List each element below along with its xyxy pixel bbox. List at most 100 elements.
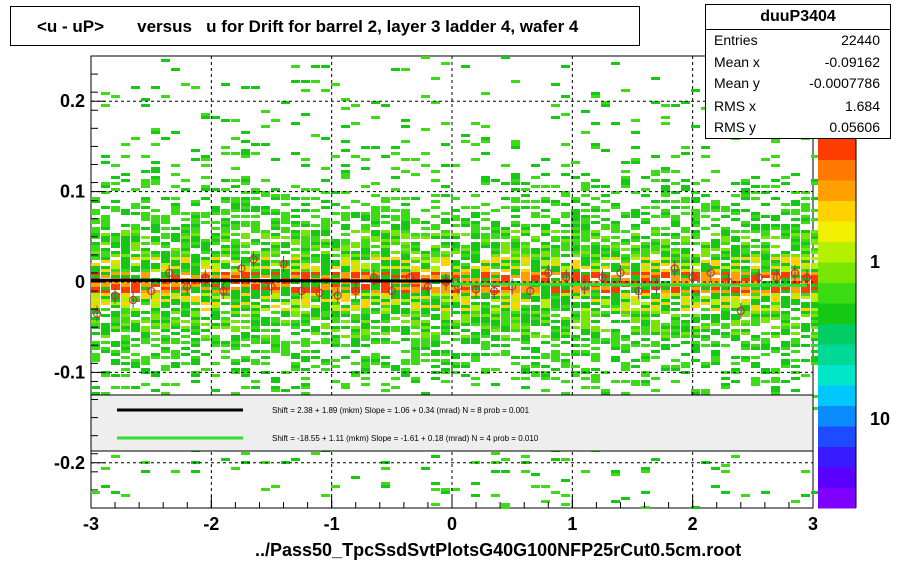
heatmap-cell: [621, 269, 630, 272]
heatmap-cell: [311, 215, 320, 218]
heatmap-cell: [271, 212, 280, 215]
heatmap-cell: [601, 329, 610, 332]
heatmap-cell: [421, 278, 430, 281]
heatmap-cell: [291, 314, 300, 317]
heatmap-cell: [711, 362, 720, 365]
heatmap-cell: [451, 371, 460, 374]
heatmap-cell: [181, 230, 190, 233]
heatmap-cell: [581, 248, 590, 251]
heatmap-cell: [521, 320, 530, 323]
heatmap-cell: [791, 278, 800, 281]
heatmap-cell: [101, 191, 110, 194]
heatmap-cell: [481, 326, 490, 329]
heatmap-cell: [531, 374, 540, 377]
heatmap-cell: [491, 326, 500, 329]
heatmap-cell: [741, 275, 750, 278]
heatmap-cell: [421, 236, 430, 239]
heatmap-cell: [411, 305, 420, 308]
heatmap-cell: [471, 257, 480, 260]
heatmap-cell: [491, 251, 500, 254]
heatmap-cell: [641, 470, 650, 473]
heatmap-cell: [531, 215, 540, 218]
heatmap-cell: [801, 296, 810, 299]
heatmap-cell: [691, 299, 700, 302]
heatmap-cell: [811, 290, 820, 293]
heatmap-cell: [621, 320, 630, 323]
heatmap-cell: [111, 311, 120, 314]
heatmap-cell: [561, 254, 570, 257]
heatmap-cell: [631, 299, 640, 302]
heatmap-cell: [361, 305, 370, 308]
heatmap-cell: [651, 179, 660, 182]
heatmap-cell: [691, 212, 700, 215]
heatmap-cell: [201, 188, 210, 191]
heatmap-cell: [451, 305, 460, 308]
heatmap-cell: [351, 308, 360, 311]
heatmap-cell: [371, 146, 380, 149]
heatmap-cell: [511, 302, 520, 305]
heatmap-cell: [521, 308, 530, 311]
heatmap-cell: [621, 248, 630, 251]
heatmap-cell: [561, 308, 570, 311]
heatmap-cell: [521, 245, 530, 248]
heatmap-cell: [591, 230, 600, 233]
heatmap-cell: [101, 218, 110, 221]
heatmap-cell: [181, 281, 190, 284]
heatmap-cell: [501, 248, 510, 251]
heatmap-cell: [451, 311, 460, 314]
heatmap-cell: [481, 203, 490, 206]
profile-point: [471, 285, 481, 294]
heatmap-cell: [481, 140, 490, 143]
heatmap-cell: [631, 269, 640, 272]
profile-point: [652, 282, 661, 291]
heatmap-cell: [161, 260, 170, 263]
heatmap-cell: [301, 314, 310, 317]
heatmap-cell: [411, 347, 420, 350]
heatmap-cell: [231, 167, 240, 170]
heatmap-cell: [641, 272, 650, 275]
heatmap-cell: [221, 209, 230, 212]
heatmap-cell: [701, 251, 710, 254]
heatmap-cell: [141, 356, 150, 359]
heatmap-cell: [501, 230, 510, 233]
heatmap-cell: [401, 209, 410, 212]
heatmap-cell: [501, 233, 510, 236]
heatmap-cell: [541, 320, 550, 323]
heatmap-cell: [131, 359, 140, 362]
heatmap-cell: [761, 320, 770, 323]
heatmap-cell: [721, 227, 730, 230]
heatmap-cell: [541, 296, 550, 299]
heatmap-cell: [591, 356, 600, 359]
heatmap-cell: [221, 296, 230, 299]
heatmap-cell: [691, 269, 700, 272]
heatmap-cell: [371, 320, 380, 323]
heatmap-cell: [211, 287, 220, 290]
heatmap-cell: [661, 233, 670, 236]
profile-point: [279, 259, 288, 269]
heatmap-cell: [521, 200, 530, 203]
heatmap-cell: [351, 374, 360, 377]
heatmap-cell: [771, 218, 780, 221]
heatmap-cell: [231, 302, 240, 305]
heatmap-cell: [311, 224, 320, 227]
heatmap-cell: [631, 326, 640, 329]
heatmap-cell: [351, 212, 360, 215]
heatmap-cell: [371, 266, 380, 269]
heatmap-cell: [181, 290, 190, 293]
heatmap-cell: [571, 254, 580, 257]
heatmap-cell: [271, 323, 280, 326]
heatmap-cell: [411, 344, 420, 347]
heatmap-cell: [531, 335, 540, 338]
heatmap-cell: [241, 452, 250, 455]
heatmap-cell: [721, 293, 730, 296]
heatmap-cell: [271, 221, 280, 224]
heatmap-cell: [771, 377, 780, 380]
heatmap-cell: [731, 278, 740, 281]
heatmap-cell: [141, 185, 150, 188]
heatmap-cell: [561, 194, 570, 197]
heatmap-cell: [581, 338, 590, 341]
heatmap-cell: [291, 275, 300, 278]
heatmap-cell: [351, 104, 360, 107]
heatmap-cell: [651, 356, 660, 359]
heatmap-cell: [91, 242, 100, 245]
